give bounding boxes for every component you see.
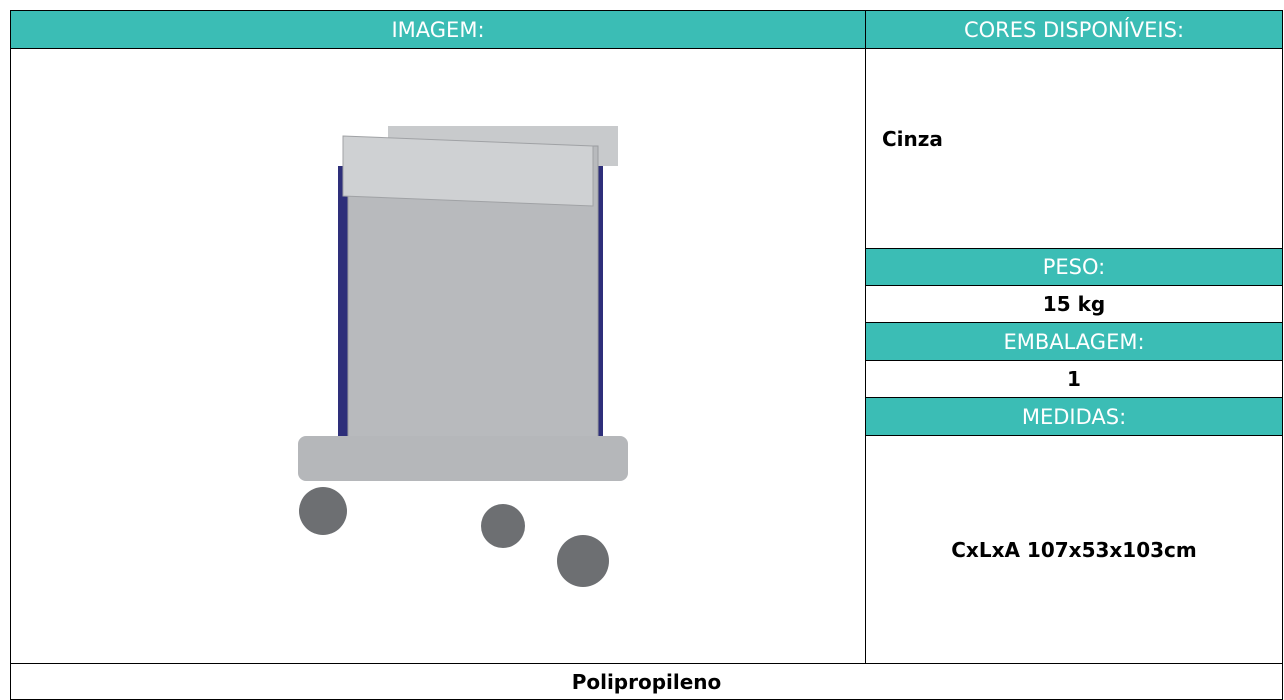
wheel bbox=[481, 504, 525, 548]
wheel bbox=[299, 487, 347, 535]
cart-pole bbox=[338, 166, 348, 446]
wheel bbox=[557, 535, 609, 587]
image-cell bbox=[10, 48, 866, 664]
measures-value: CxLxA 107x53x103cm bbox=[865, 435, 1283, 664]
cart-cover bbox=[342, 135, 594, 207]
cart-image bbox=[298, 126, 696, 587]
packaging-value: 1 bbox=[865, 360, 1283, 398]
weight-value: 15 kg bbox=[865, 285, 1283, 323]
cart-base bbox=[298, 436, 628, 481]
packaging-header: EMBALAGEM: bbox=[865, 322, 1283, 361]
image-header: IMAGEM: bbox=[10, 10, 866, 49]
spacer bbox=[680, 493, 696, 509]
colors-header: CORES DISPONÍVEIS: bbox=[865, 10, 1283, 49]
material-value: Polipropileno bbox=[10, 663, 1283, 700]
colors-value: Cinza bbox=[865, 48, 1283, 249]
measures-header: MEDIDAS: bbox=[865, 397, 1283, 436]
weight-header: PESO: bbox=[865, 248, 1283, 286]
